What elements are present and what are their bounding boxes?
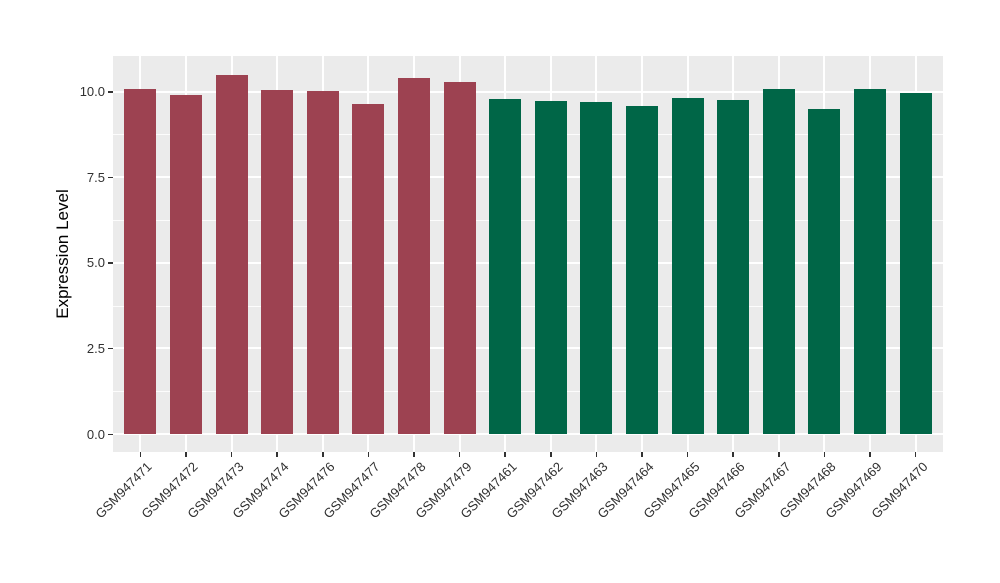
bar-GSM947474 (261, 89, 294, 434)
y-tick-label: 0.0 (86, 426, 105, 442)
x-tick (413, 452, 415, 457)
x-tick (322, 452, 324, 457)
major-gridline (113, 90, 943, 93)
bar-GSM947471 (124, 89, 157, 434)
bar-GSM947477 (352, 103, 385, 434)
major-gridline (113, 433, 943, 435)
bar-GSM947479 (443, 81, 476, 434)
major-gridline (113, 347, 943, 350)
bar-GSM947469 (854, 88, 887, 434)
y-tick (108, 262, 113, 264)
y-tick (108, 91, 113, 93)
bar-GSM947466 (717, 99, 750, 434)
major-gridline (113, 176, 943, 179)
x-tick (914, 452, 917, 457)
y-tick (108, 347, 113, 350)
bar-GSM947472 (169, 94, 202, 434)
major-gridline (113, 261, 943, 264)
minor-gridline (113, 134, 943, 136)
x-tick (823, 452, 826, 457)
y-tick-label: 5.0 (86, 255, 105, 271)
bar-GSM947464 (626, 105, 658, 434)
x-tick (641, 452, 643, 457)
x-tick (550, 452, 552, 457)
x-tick (732, 452, 734, 457)
y-tick-label: 10.0 (79, 84, 105, 100)
bar-GSM947468 (808, 109, 841, 434)
y-tick-label: 2.5 (86, 340, 105, 356)
x-tick (778, 452, 780, 457)
bar-GSM947478 (397, 78, 430, 434)
x-tick (595, 452, 598, 457)
plot-panel (113, 56, 943, 452)
y-tick-label: 7.5 (86, 169, 105, 185)
x-tick (504, 452, 506, 457)
y-tick (108, 176, 113, 179)
bar-GSM947465 (671, 98, 704, 434)
x-tick (185, 452, 187, 457)
bar-GSM947476 (306, 91, 339, 434)
x-tick (367, 452, 370, 457)
x-tick (686, 452, 689, 457)
bar-GSM947470 (899, 93, 932, 434)
bar-GSM947467 (762, 89, 795, 434)
x-tick (139, 452, 142, 457)
x-tick (458, 452, 461, 457)
bar-GSM947463 (580, 102, 613, 434)
x-tick (230, 452, 233, 457)
x-tick (869, 452, 871, 457)
bar-GSM947473 (215, 75, 248, 434)
y-tick (108, 433, 113, 435)
bar-GSM947462 (534, 100, 567, 434)
minor-gridline (113, 305, 943, 307)
minor-gridline (113, 391, 943, 393)
x-tick (276, 452, 278, 457)
minor-gridline (113, 220, 943, 222)
bar-GSM947461 (489, 98, 522, 434)
